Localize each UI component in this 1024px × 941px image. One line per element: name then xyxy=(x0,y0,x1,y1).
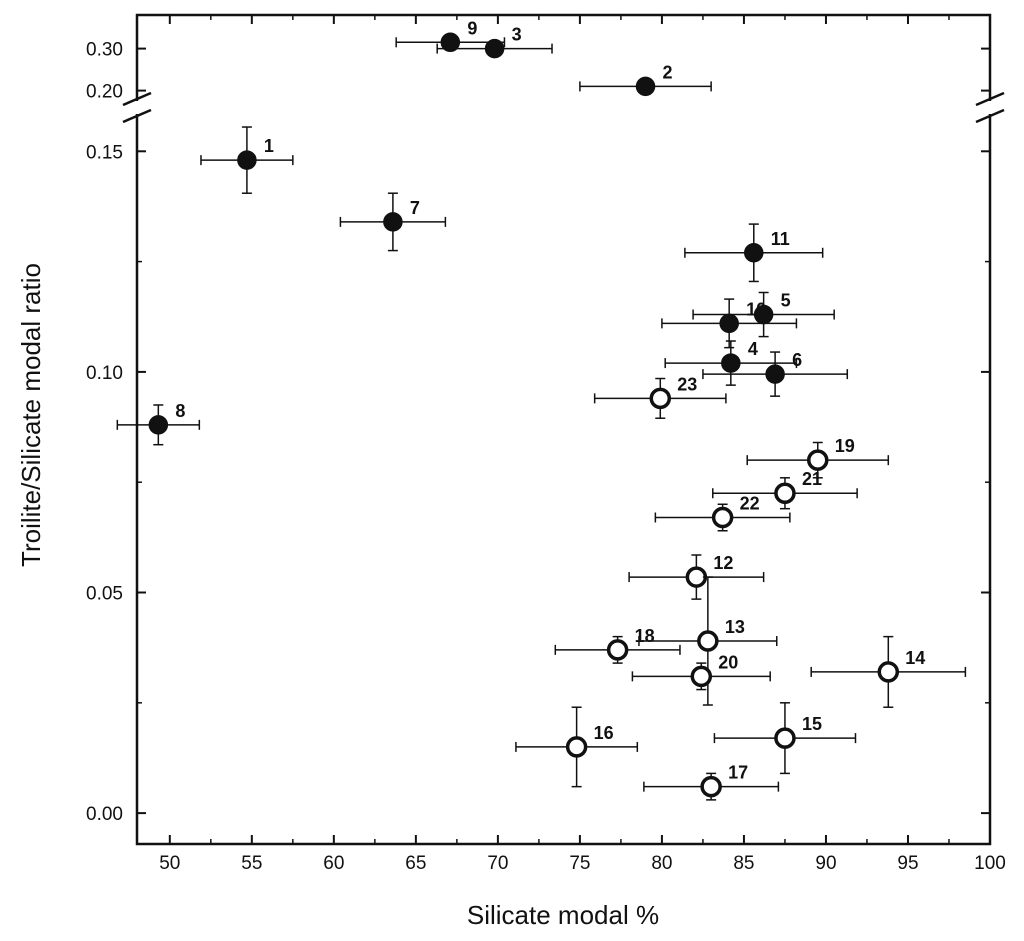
axis-break-slash-upper-left xyxy=(122,91,152,107)
point-label: 22 xyxy=(740,494,760,514)
point-label: 8 xyxy=(175,401,185,421)
x-tick-label: 85 xyxy=(733,853,754,874)
point-label: 1 xyxy=(264,136,274,156)
point-label: 14 xyxy=(905,648,925,668)
y-tick-label: 0.15 xyxy=(86,142,123,163)
axis-break-slash-lower-right xyxy=(975,108,1005,124)
data-point-11: 11 xyxy=(684,223,824,283)
data-point-16: 16 xyxy=(515,706,639,788)
point-label: 12 xyxy=(713,553,733,573)
filled-marker xyxy=(719,313,739,334)
point-label: 18 xyxy=(635,626,655,646)
y-axis-ticks: 0.00 0.05 0.10 0.15 0.20 0.30 xyxy=(86,40,990,825)
filled-marker xyxy=(237,150,257,170)
point-label: 16 xyxy=(594,723,614,743)
open-marker xyxy=(685,566,708,588)
point-label: 20 xyxy=(718,652,738,672)
point-label: 7 xyxy=(410,198,420,218)
y-tick-label: 0.05 xyxy=(86,584,123,605)
x-axis-ticks: 50 55 60 65 70 75 80 85 90 95 100 xyxy=(159,15,1006,874)
point-label: 10 xyxy=(746,299,766,319)
point-label: 13 xyxy=(725,617,745,637)
x-tick-label: 95 xyxy=(897,853,918,874)
y-tick-label: 0.10 xyxy=(86,363,123,384)
point-label: 3 xyxy=(512,25,522,45)
data-point-15: 15 xyxy=(713,702,857,775)
filled-marker xyxy=(765,364,785,384)
data-point-18: 18 xyxy=(554,626,681,664)
point-label: 4 xyxy=(748,339,758,359)
point-label: 6 xyxy=(792,350,802,370)
open-marker xyxy=(711,506,734,529)
data-point-23: 23 xyxy=(593,374,727,419)
filled-marker xyxy=(440,32,461,53)
x-tick-label: 65 xyxy=(405,853,426,874)
axis-break-gap-left xyxy=(133,101,141,114)
data-point-20: 20 xyxy=(631,652,771,691)
filled-marker xyxy=(744,243,764,263)
open-marker xyxy=(807,449,829,471)
data-point-5: 5 xyxy=(692,291,835,338)
open-marker xyxy=(690,665,713,688)
axis-break-marks xyxy=(122,91,1005,124)
filled-marker xyxy=(721,353,741,373)
point-label: 21 xyxy=(802,469,822,489)
data-point-9: 9 xyxy=(395,18,506,53)
y-tick-label: 0.00 xyxy=(86,804,123,825)
axis-break-gap-right xyxy=(986,101,994,114)
y-tick-label: 0.20 xyxy=(86,82,123,103)
open-marker xyxy=(774,727,796,749)
filled-marker xyxy=(383,212,403,232)
data-point-21: 21 xyxy=(712,469,858,510)
point-label: 2 xyxy=(663,62,673,82)
data-point-2: 2 xyxy=(579,62,712,97)
x-tick-label: 100 xyxy=(974,853,1006,874)
x-tick-label: 55 xyxy=(241,853,262,874)
data-point-13: 13 xyxy=(638,576,778,706)
data-point-7: 7 xyxy=(339,192,447,252)
x-tick-label: 70 xyxy=(487,853,508,874)
open-marker xyxy=(697,630,719,652)
axis-break-slash-upper-right xyxy=(975,91,1005,107)
data-point-19: 19 xyxy=(746,436,890,479)
x-axis-title: Silicate modal % xyxy=(467,900,659,930)
point-label: 19 xyxy=(835,436,855,456)
x-tick-label: 75 xyxy=(569,853,590,874)
y-tick-label: 0.30 xyxy=(86,40,123,61)
data-point-8: 8 xyxy=(116,401,201,446)
axis-break-slash-lower-left xyxy=(122,108,152,124)
filled-marker xyxy=(148,415,169,435)
filled-marker xyxy=(484,38,505,59)
point-label: 23 xyxy=(677,374,697,394)
data-point-10: 10 xyxy=(661,298,798,349)
open-marker xyxy=(606,639,629,661)
x-tick-label: 50 xyxy=(159,853,180,874)
data-point-1: 1 xyxy=(200,126,294,194)
data-point-6: 6 xyxy=(702,350,849,397)
data-point-22: 22 xyxy=(654,494,791,532)
open-marker xyxy=(774,482,796,504)
x-tick-label: 90 xyxy=(815,853,836,874)
data-point-17: 17 xyxy=(643,763,780,801)
open-marker xyxy=(700,775,722,798)
x-tick-label: 80 xyxy=(651,853,672,874)
open-marker xyxy=(877,661,900,683)
open-marker xyxy=(649,387,672,410)
point-label: 9 xyxy=(467,18,477,38)
point-label: 5 xyxy=(781,291,791,311)
point-label: 15 xyxy=(802,714,822,734)
plot-frame xyxy=(135,13,992,846)
data-point-12: 12 xyxy=(628,553,765,600)
point-label: 11 xyxy=(771,229,790,249)
y-axis-title: Troilite/Silicate modal ratio xyxy=(16,263,46,567)
open-marker xyxy=(565,736,588,758)
point-label: 17 xyxy=(728,763,748,783)
data-point-14: 14 xyxy=(810,635,967,708)
x-tick-label: 60 xyxy=(323,853,344,874)
filled-marker xyxy=(635,76,656,97)
